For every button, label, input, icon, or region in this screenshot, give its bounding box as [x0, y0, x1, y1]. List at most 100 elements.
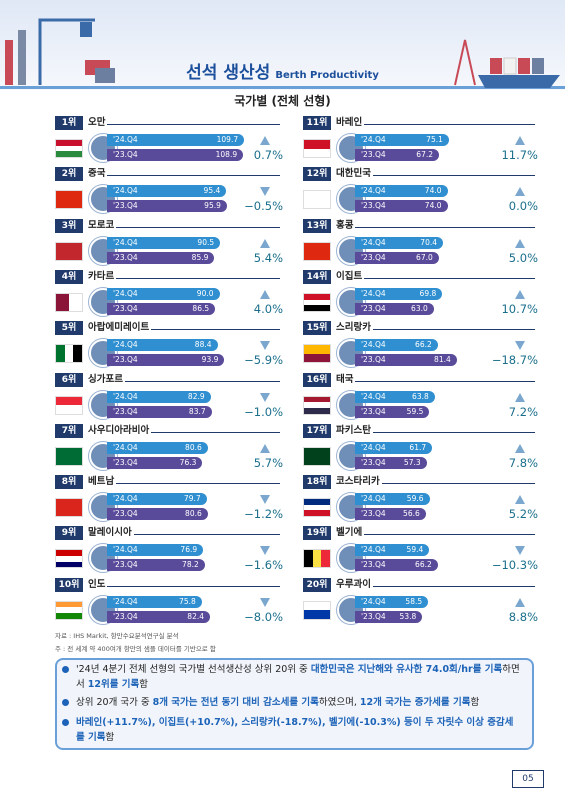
country-name: 중국: [88, 168, 106, 180]
bar: '24.Q4 95.4: [107, 185, 227, 198]
bar: '24.Q4 75.8: [107, 595, 202, 608]
flag-stripe: [304, 402, 330, 408]
flag: [303, 344, 331, 364]
bar: '23.Q4 56.6: [355, 508, 426, 521]
change: 5.7%: [253, 455, 283, 470]
flag: [303, 498, 331, 518]
flag-stripe: [56, 145, 82, 152]
change: 0.0%: [508, 199, 538, 214]
country-name: 말레이시아: [88, 527, 132, 539]
summary-text: 함: [105, 732, 115, 743]
period-label: '24.Q4: [361, 237, 386, 247]
bar: '23.Q4 81.4: [355, 354, 457, 367]
period-label: '24.Q4: [361, 442, 386, 452]
flag-stripe: [73, 345, 83, 363]
rank-badge: 1위: [55, 116, 83, 130]
flag: [55, 292, 83, 312]
value-label: 90.5: [197, 237, 215, 247]
flag-stripe: [69, 293, 82, 311]
summary: '24년 4분기 전체 선형의 국가별 선석생산성 상위 20위 중 대한민국은…: [62, 662, 522, 748]
country-name: 파키스탄: [336, 424, 371, 436]
change: 5.0%: [508, 250, 538, 265]
value-label: 63.8: [412, 391, 429, 401]
flag-stripe: [56, 405, 82, 414]
value-label: 57.3: [403, 457, 421, 467]
period-label: '24.Q4: [113, 135, 138, 144]
bar: '23.Q4 74.0: [355, 200, 448, 213]
country-name: 태국: [336, 373, 354, 385]
trend-arrow: [260, 546, 270, 556]
period-label: '23.Q4: [113, 406, 138, 416]
value-label: 75.1: [426, 135, 443, 144]
rule: [373, 175, 535, 177]
flag-stripe: [304, 499, 330, 505]
rule: [151, 329, 280, 331]
period-label: '23.Q4: [113, 611, 138, 621]
bullet: [62, 719, 69, 726]
bar: '23.Q4 95.9: [107, 200, 227, 213]
rule: [116, 483, 280, 485]
flag: [303, 292, 331, 312]
rank-badge: 10위: [55, 577, 83, 592]
bar: '24.Q4 58.5: [355, 595, 429, 608]
change: −5.9%: [244, 353, 283, 368]
value-label: 59.4: [406, 545, 424, 555]
period-label: '23.Q4: [113, 355, 138, 365]
trend-arrow: [515, 495, 525, 505]
flag: [303, 446, 331, 466]
period-label: '24.Q4: [361, 340, 386, 350]
rank-badge: 4위: [55, 269, 83, 284]
summary-item: '24년 4분기 전체 선형의 국가별 선석생산성 상위 20위 중 대한민국은…: [62, 662, 522, 692]
bar: '23.Q4 67.2: [355, 149, 439, 161]
period-label: '24.Q4: [113, 288, 138, 298]
bar: '24.Q4 59.6: [355, 493, 430, 506]
trend-arrow: [515, 597, 525, 607]
change: −8.0%: [244, 609, 283, 624]
value-label: 81.4: [434, 355, 451, 365]
change: −1.2%: [244, 507, 283, 522]
rank-badge: 18위: [303, 475, 331, 490]
trend-arrow: [260, 289, 270, 299]
period-label: '23.Q4: [361, 355, 386, 365]
change: 7.8%: [508, 455, 538, 470]
summary-text: 함: [139, 679, 149, 690]
flag: [303, 549, 331, 569]
flag: [55, 446, 83, 466]
value-label: 59.5: [406, 406, 424, 416]
trend-arrow: [515, 546, 525, 556]
page-number: 05: [512, 770, 544, 788]
value-label: 70.4: [420, 237, 437, 247]
period-label: '23.Q4: [113, 509, 138, 519]
rule: [373, 585, 535, 587]
rank-badge: 15위: [303, 321, 331, 336]
period-label: '24.Q4: [361, 545, 386, 555]
flag-stripe: [304, 345, 330, 354]
country-name: 모로코: [88, 219, 115, 231]
change: −10.3%: [491, 558, 538, 573]
flag: [303, 241, 331, 261]
summary-text: 하였으며,: [318, 697, 360, 708]
rule: [364, 534, 535, 536]
country-name: 아랍에미레이트: [88, 322, 150, 334]
flag-stripe: [56, 613, 82, 619]
flag-stripe: [321, 550, 331, 568]
value-label: 59.6: [406, 494, 424, 504]
flag-stripe: [304, 447, 330, 465]
trend-arrow: [260, 136, 270, 145]
flag-stripe: [304, 140, 330, 149]
rule: [382, 483, 535, 485]
value-label: 63.0: [411, 303, 428, 313]
rank-badge: 12위: [303, 167, 331, 182]
period-label: '24.Q4: [113, 340, 138, 350]
change: 7.2%: [508, 404, 538, 419]
period-label: '23.Q4: [361, 150, 386, 159]
country-name: 스리랑카: [336, 322, 371, 334]
value-label: 79.7: [183, 494, 201, 504]
rank-badge: 6위: [55, 372, 83, 387]
period-label: '23.Q4: [361, 509, 386, 519]
trend-arrow: [515, 443, 525, 453]
bar: '23.Q4 76.3: [107, 456, 203, 469]
period-label: '23.Q4: [113, 457, 138, 467]
bar: '24.Q4 61.7: [355, 441, 433, 454]
flag-stripe: [304, 148, 330, 157]
